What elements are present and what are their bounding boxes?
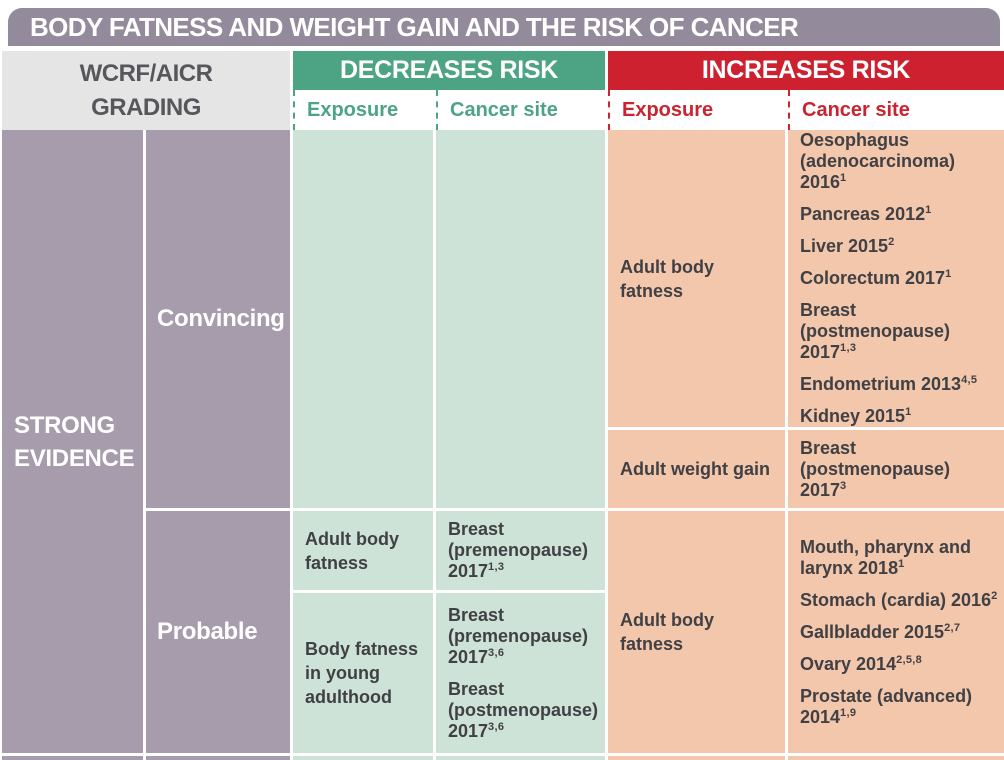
grading-header-cell: WCRF/AICR GRADING	[2, 51, 290, 130]
convincing-increases-exposure-cell: Adult body fatness	[608, 130, 785, 427]
cancer-site-item: Prostate (advanced) 20141,9	[800, 685, 973, 727]
convincing-increases-cancer-site-cell: Oesophagus (adenocarcinoma) 20161 Pancrea…	[788, 130, 1004, 427]
probable-increases-exposure-cell: Adult body fatness	[608, 511, 785, 753]
cancer-site-item: Endometrium 20134,5	[800, 374, 978, 394]
increases-cancer-site-header: Cancer site	[788, 90, 1004, 130]
increases-exposure-header: Exposure	[608, 90, 785, 130]
probable-cell: Probable	[146, 511, 290, 753]
cancer-site-item: Breast (premenopause) 20171,3	[448, 519, 589, 581]
next-row-sliver	[2, 756, 143, 760]
probable-decreases-exposure-cell-2: Body fatness in young adulthood	[293, 593, 433, 753]
probable-decreases-cancer-site-cell-2: Breast (premenopause) 20173,6 Breast (pos…	[436, 593, 605, 753]
convincing-decreases-cancer-site-cell	[436, 130, 605, 508]
probable-decreases-exposure-cell-1: Adult body fatness	[293, 511, 433, 590]
cancer-site-item: Breast (premenopause) 20173,6	[448, 604, 589, 667]
page-title: BODY FATNESS AND WEIGHT GAIN AND THE RIS…	[30, 11, 799, 42]
cancer-site-item: Breast (postmenopause) 20173	[800, 437, 951, 500]
decreases-risk-label: DECREASES RISK	[339, 56, 559, 84]
adult-weight-gain-cancer-site-cell: Breast (postmenopause) 20173	[788, 430, 1004, 508]
next-row-sliver	[146, 756, 290, 760]
decreases-exposure-header: Exposure	[293, 90, 433, 130]
cancer-site-item: Kidney 20151	[800, 406, 912, 426]
decreases-risk-band: DECREASES RISK	[293, 51, 605, 90]
next-row-sliver	[436, 756, 605, 760]
probable-label: Probable	[157, 618, 258, 645]
next-row-sliver	[293, 756, 433, 760]
cancer-site-item: Mouth, pharynx and larynx 20181	[800, 536, 971, 578]
convincing-label: Convincing	[157, 305, 285, 332]
grading-header-line1: WCRF/AICR	[79, 59, 213, 87]
cancer-site-item: Colorectum 20171	[800, 268, 952, 288]
cancer-site-item: Stomach (cardia) 20162	[800, 589, 998, 610]
risk-table: WCRF/AICR GRADING DECREASES RISK INCREAS…	[2, 51, 1004, 760]
cancer-site-item: Pancreas 20121	[800, 204, 932, 224]
strong-evidence-cell: STRONG EVIDENCE	[2, 130, 143, 753]
probable-increases-cancer-site-cell: Mouth, pharynx and larynx 20181 Stomach (…	[788, 511, 1004, 753]
next-row-sliver	[788, 756, 1004, 760]
convincing-cell: Convincing	[146, 130, 290, 508]
cancer-site-item: Breast (postmenopause) 20173,6	[448, 678, 599, 741]
adult-weight-gain-exposure-cell: Adult weight gain	[608, 430, 785, 508]
increases-risk-band: INCREASES RISK	[608, 51, 1004, 90]
cancer-site-item: Breast (postmenopause) 20171,3	[800, 300, 951, 362]
cancer-site-item: Liver 20152	[800, 236, 895, 256]
cancer-site-item: Ovary 20142,5,8	[800, 653, 923, 674]
cancer-site-item: Oesophagus (adenocarcinoma) 20161	[800, 130, 956, 192]
probable-decreases-cancer-site-cell-1: Breast (premenopause) 20171,3	[436, 511, 605, 590]
convincing-decreases-exposure-cell	[293, 130, 433, 508]
decreases-cancer-site-header: Cancer site	[436, 90, 605, 130]
grading-header-line2: GRADING	[91, 93, 201, 121]
increases-risk-label: INCREASES RISK	[701, 56, 911, 84]
title-bar: BODY FATNESS AND WEIGHT GAIN AND THE RIS…	[8, 8, 1000, 46]
next-row-sliver	[608, 756, 785, 760]
cancer-site-item: Gallbladder 20152,7	[800, 621, 961, 642]
strong-evidence-label: STRONG EVIDENCE	[14, 411, 135, 472]
